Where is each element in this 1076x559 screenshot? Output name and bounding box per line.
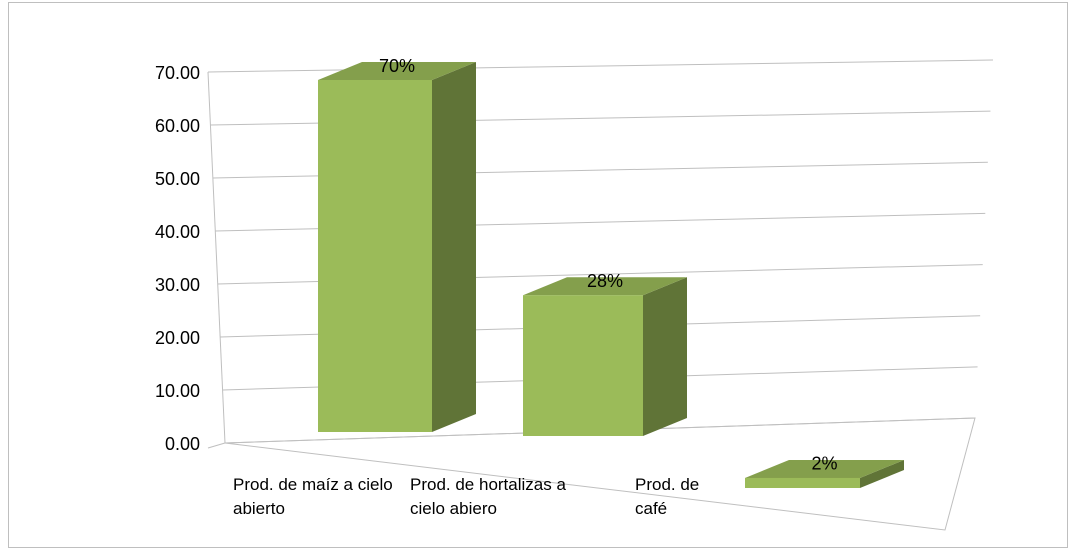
data-label: 28%	[587, 271, 623, 291]
bar-side	[643, 277, 687, 436]
y-tick-label: 70.00	[155, 63, 200, 83]
bar	[745, 477, 860, 488]
grid-line	[207, 59, 994, 73]
bar-side	[860, 459, 904, 488]
left-floor	[207, 442, 226, 449]
y-tick-label: 20.00	[155, 328, 200, 348]
bar-top	[318, 62, 476, 80]
bar-top	[523, 277, 687, 296]
y-tick-label: 0.00	[165, 434, 200, 454]
chart-border	[8, 2, 1068, 548]
x-tick-label: Prod. de hortalizas a cielo abiero	[410, 475, 566, 518]
left-wall	[207, 71, 226, 444]
y-tick-label: 40.00	[155, 222, 200, 242]
x-tick-label: Prod. de maíz a cielo abierto	[233, 475, 393, 518]
bar-top	[745, 459, 904, 478]
y-tick-label: 30.00	[155, 275, 200, 295]
y-tick-label: 60.00	[155, 116, 200, 136]
bar-side	[432, 62, 476, 432]
data-label: 70%	[379, 56, 415, 76]
x-tick-label: Prod. de café	[635, 475, 700, 518]
y-tick-label: 10.00	[155, 381, 200, 401]
data-label: 2%	[811, 454, 837, 474]
bar	[318, 80, 432, 432]
bar	[523, 295, 643, 436]
y-tick-label: 50.00	[155, 169, 200, 189]
